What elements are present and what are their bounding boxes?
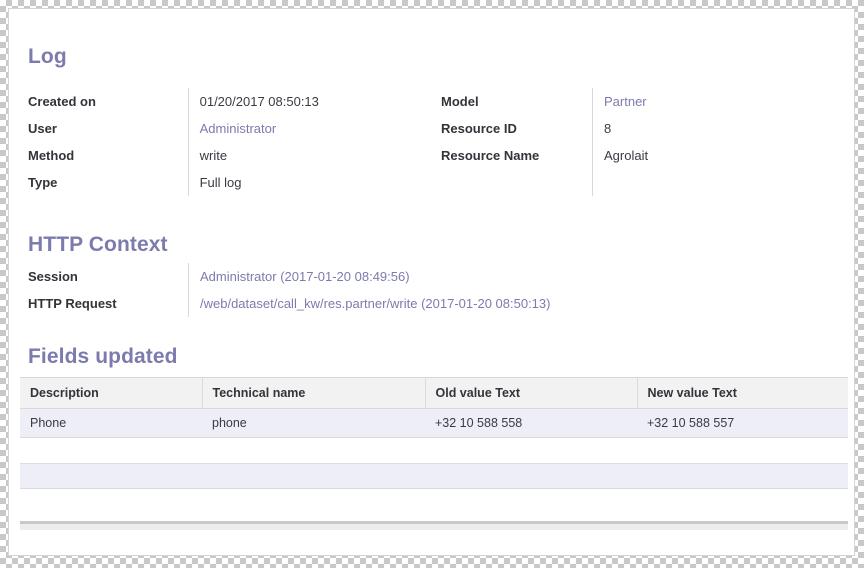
http-context-section-title: HTTP Context <box>28 233 168 256</box>
field-value-type: Full log <box>199 175 242 190</box>
field-label-resource-name: Resource Name <box>441 148 540 163</box>
field-value-user[interactable]: Administrator <box>199 121 277 136</box>
field-value-resource-id: 8 <box>604 121 612 136</box>
table-header-row: Description Technical name Old value Tex… <box>20 377 848 409</box>
http-context-grid: Session HTTP Request Administrator (2017… <box>28 263 854 317</box>
log-fields-grid: Created on User Method Type 01/20/2017 0… <box>28 88 854 196</box>
table-row[interactable]: Phone phone +32 10 588 558 +32 10 588 55… <box>20 408 848 438</box>
table-spacer-cell <box>20 437 848 464</box>
field-label-http-request: HTTP Request <box>28 296 117 311</box>
log-left-labels: Created on User Method Type <box>28 88 188 196</box>
field-label-resource-id: Resource ID <box>441 121 517 136</box>
fields-updated-table-wrapper: Description Technical name Old value Tex… <box>20 377 848 489</box>
field-value-created-on: 01/20/2017 08:50:13 <box>199 94 319 109</box>
cell-description: Phone <box>20 408 202 438</box>
field-label-user: User <box>28 121 57 136</box>
log-section-title: Log <box>28 45 67 68</box>
field-value-method: write <box>199 148 228 163</box>
column-header-description[interactable]: Description <box>20 377 203 409</box>
bottom-scroll-bar[interactable] <box>20 521 848 530</box>
log-detail-page: Log Created on User Method Type 01/20/20… <box>8 8 855 556</box>
log-fields-left-column: Created on User Method Type 01/20/2017 0… <box>28 88 441 196</box>
column-header-technical-name[interactable]: Technical name <box>202 377 426 409</box>
field-label-session: Session <box>28 269 78 284</box>
fields-updated-table: Description Technical name Old value Tex… <box>20 377 848 489</box>
fields-updated-section-title: Fields updated <box>28 345 178 368</box>
cell-old-value-empty <box>425 463 637 489</box>
table-spacer-row <box>20 437 848 464</box>
field-value-resource-name: Agrolait <box>604 148 649 163</box>
http-context-column: Session HTTP Request Administrator (2017… <box>28 263 800 317</box>
field-label-method: Method <box>28 148 75 163</box>
cell-new-value: +32 10 588 557 <box>637 408 848 438</box>
column-header-old-value-text[interactable]: Old value Text <box>425 377 638 409</box>
field-label-created-on: Created on <box>28 94 96 109</box>
cell-technical-name-empty <box>202 463 425 489</box>
table-row-empty[interactable] <box>20 463 848 489</box>
http-context-labels: Session HTTP Request <box>28 263 188 317</box>
field-label-model: Model <box>441 94 479 109</box>
field-value-http-request[interactable]: /web/dataset/call_kw/res.partner/write (… <box>200 296 551 311</box>
log-right-values: Partner 8 Agrolait <box>592 88 804 196</box>
log-right-labels: Model Resource ID Resource Name <box>441 88 592 196</box>
http-context-values: Administrator (2017-01-20 08:49:56) /web… <box>188 263 800 317</box>
cell-new-value-empty <box>637 463 848 489</box>
cell-old-value: +32 10 588 558 <box>425 408 637 438</box>
page-inner: Log Created on User Method Type 01/20/20… <box>9 9 854 555</box>
cell-technical-name: phone <box>202 408 425 438</box>
cell-description-empty <box>20 463 202 489</box>
field-label-type: Type <box>28 175 58 190</box>
field-value-session[interactable]: Administrator (2017-01-20 08:49:56) <box>200 269 410 284</box>
field-value-model[interactable]: Partner <box>604 94 647 109</box>
log-left-values: 01/20/2017 08:50:13 Administrator write … <box>187 88 441 196</box>
log-fields-right-column: Model Resource ID Resource Name Partner … <box>441 88 804 196</box>
column-header-new-value-text[interactable]: New value Text <box>637 377 848 409</box>
